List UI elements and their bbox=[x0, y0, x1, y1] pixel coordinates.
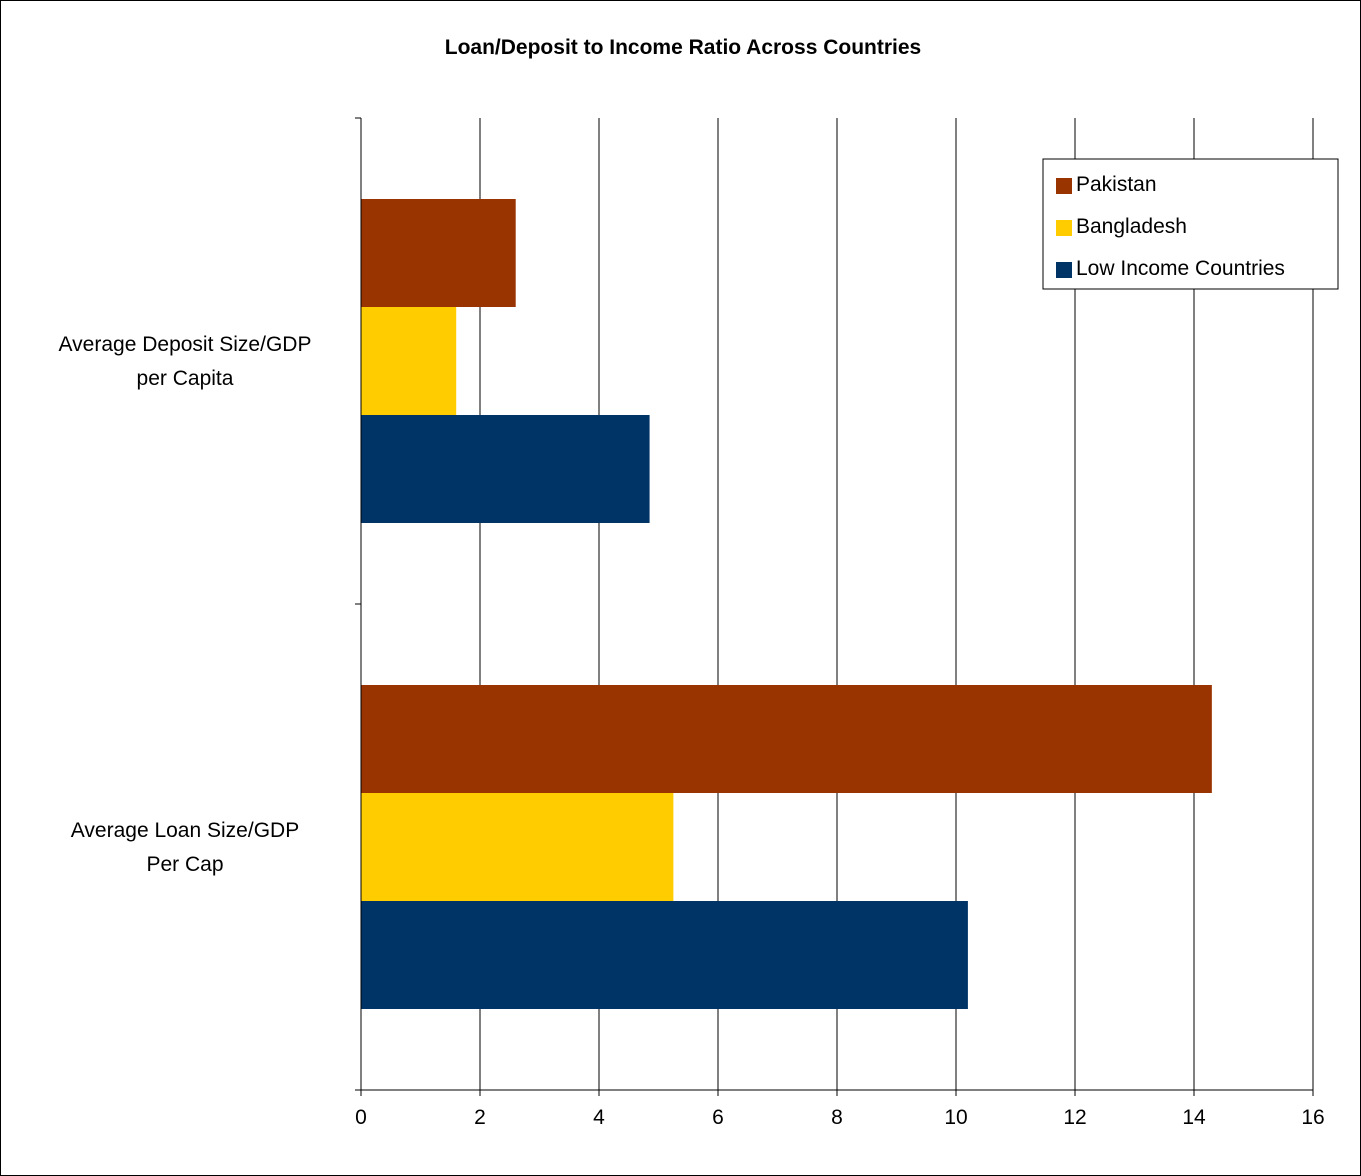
x-tick-label: 14 bbox=[1182, 1106, 1206, 1129]
legend-label: Low Income Countries bbox=[1076, 257, 1285, 280]
legend-swatch bbox=[1056, 220, 1072, 236]
bar-low-income-countries bbox=[361, 901, 968, 1009]
category-label: Average Loan Size/GDP Per Cap bbox=[71, 819, 299, 876]
category-label: Average Deposit Size/GDP per Capita bbox=[59, 333, 312, 390]
bars bbox=[361, 199, 1212, 1009]
bar-pakistan bbox=[361, 199, 516, 307]
legend-label: Bangladesh bbox=[1076, 215, 1187, 238]
chart-title: Loan/Deposit to Income Ratio Across Coun… bbox=[445, 36, 921, 59]
bar-bangladesh bbox=[361, 307, 457, 415]
bar-bangladesh bbox=[361, 793, 674, 901]
legend-swatch bbox=[1056, 178, 1072, 194]
x-tick-label: 8 bbox=[831, 1106, 843, 1129]
x-tick-label: 16 bbox=[1301, 1106, 1324, 1129]
legend: Pakistan Bangladesh Low Income Countries bbox=[1042, 158, 1339, 290]
axes: 0 2 4 6 8 10 12 14 16 bbox=[355, 117, 1325, 1129]
legend-swatch bbox=[1056, 262, 1072, 278]
bar-low-income-countries bbox=[361, 415, 650, 523]
bar-pakistan bbox=[361, 685, 1212, 793]
x-tick-label: 2 bbox=[474, 1106, 486, 1129]
category-labels: Average Deposit Size/GDP per Capita Averag… bbox=[59, 333, 312, 876]
x-tick-label: 0 bbox=[355, 1106, 367, 1129]
x-tick-label: 10 bbox=[944, 1106, 967, 1129]
legend-label: Pakistan bbox=[1076, 173, 1157, 196]
legend-box bbox=[1042, 158, 1339, 290]
x-tick-label: 4 bbox=[593, 1106, 605, 1129]
x-tick-label: 6 bbox=[712, 1106, 724, 1129]
x-tick-label: 12 bbox=[1063, 1106, 1086, 1129]
